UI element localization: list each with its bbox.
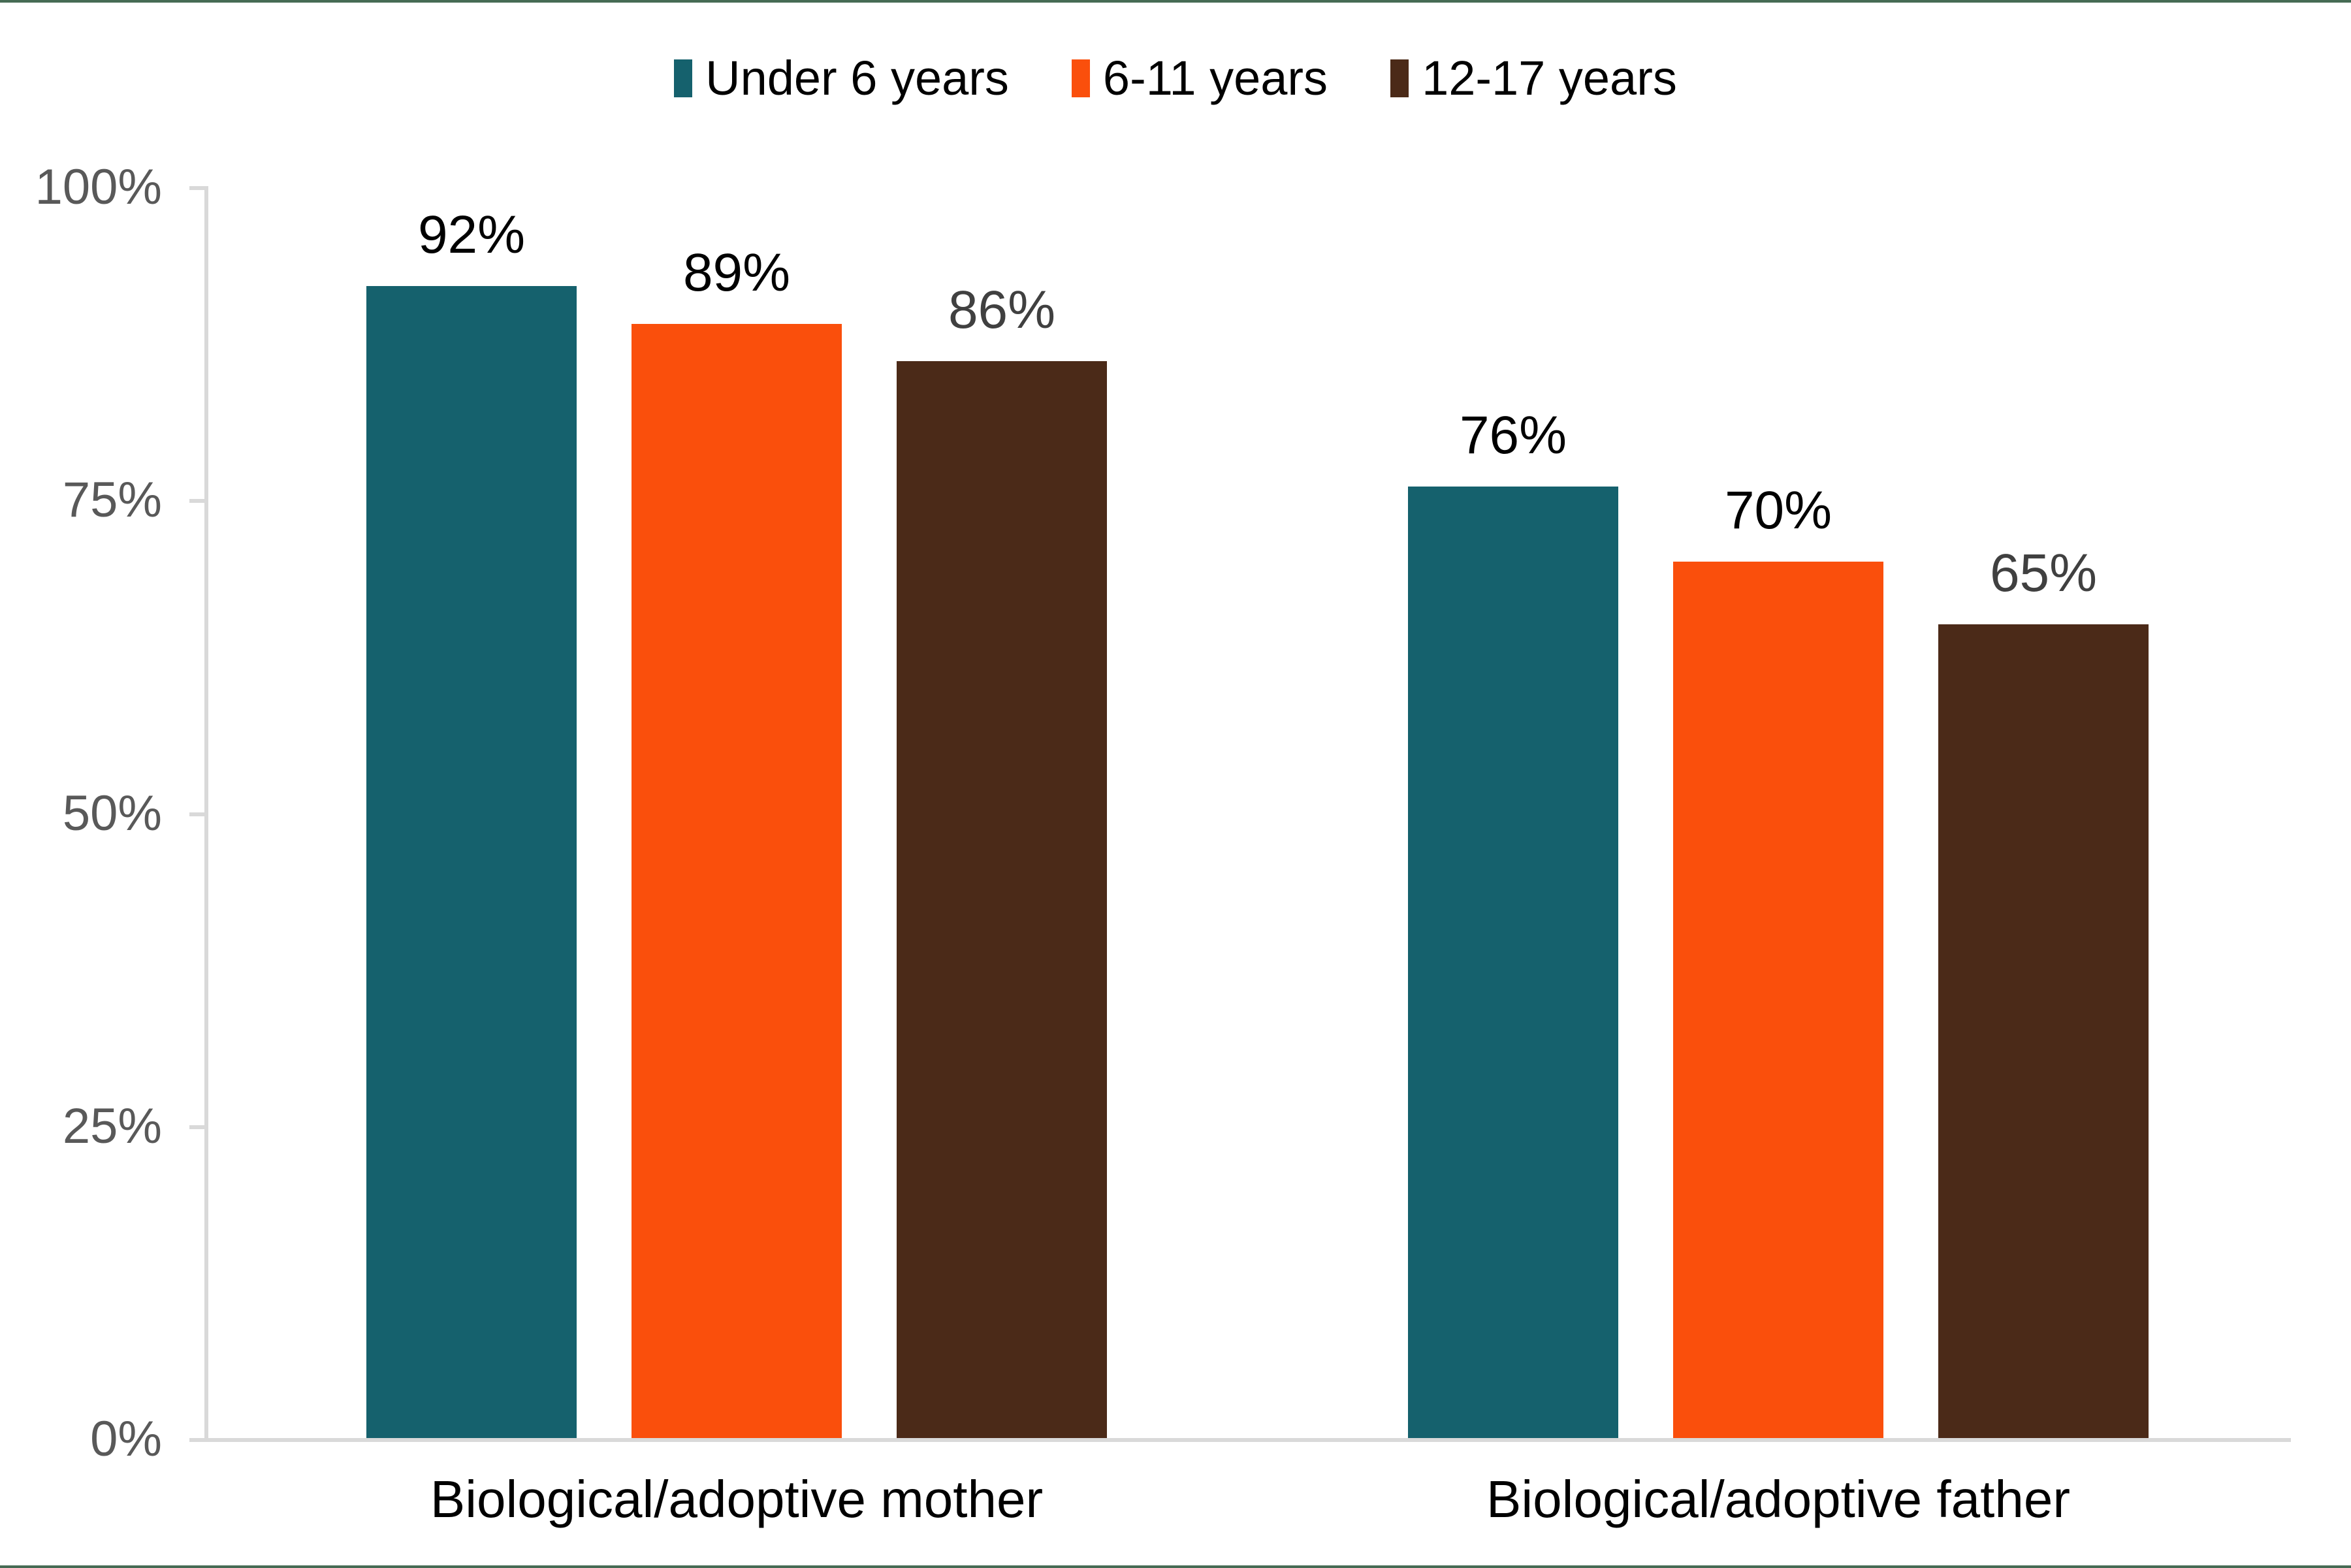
legend-label: 12-17 years	[1422, 51, 1677, 105]
y-axis-tick	[189, 186, 205, 190]
legend-item-under-6-years[interactable]: Under 6 years	[674, 47, 1009, 110]
category-label-biological-adoptive-mother: Biological/adoptive mother	[430, 1470, 1044, 1528]
y-axis-line	[204, 186, 208, 1442]
bar-12-17-years-biological-adoptive-mother[interactable]	[897, 361, 1107, 1438]
bar-12-17-years-biological-adoptive-father[interactable]	[1938, 624, 2149, 1438]
bar-value-label: 89%	[682, 242, 791, 302]
y-axis-tick	[189, 1125, 205, 1129]
bar-6-11-years-biological-adoptive-father[interactable]	[1673, 562, 1883, 1438]
legend-item-6-11-years[interactable]: 6-11 years	[1071, 47, 1328, 110]
y-axis-tick-label: 100%	[35, 159, 162, 215]
top-accent-rule	[0, 0, 2351, 3]
bar-value-label: 76%	[1459, 406, 1567, 466]
bottom-accent-rule	[0, 1565, 2351, 1568]
bar-6-11-years-biological-adoptive-mother[interactable]	[632, 323, 842, 1438]
y-axis-tick	[189, 499, 205, 504]
bar-value-label: 65%	[1989, 543, 2098, 603]
legend-swatch-icon	[1390, 59, 1409, 97]
chart-legend: Under 6 years 6-11 years 12-17 years	[0, 47, 2351, 110]
y-axis-tick-label: 75%	[62, 472, 162, 528]
bar-value-label: 70%	[1724, 481, 1832, 541]
x-axis-line	[189, 1438, 2291, 1442]
bar-value-label: 86%	[948, 280, 1056, 340]
legend-label: Under 6 years	[705, 51, 1009, 105]
legend-item-12-17-years[interactable]: 12-17 years	[1390, 47, 1677, 110]
legend-label: 6-11 years	[1102, 51, 1328, 105]
y-axis-tick-label: 50%	[62, 785, 162, 841]
y-axis-tick	[189, 1438, 205, 1442]
y-axis-tick-label: 0%	[90, 1411, 162, 1467]
bar-under-6-years-biological-adoptive-father[interactable]	[1408, 487, 1618, 1438]
bar-value-label: 92%	[417, 205, 526, 265]
bar-under-6-years-biological-adoptive-mother[interactable]	[366, 286, 577, 1438]
legend-swatch-icon	[1071, 59, 1090, 97]
category-label-biological-adoptive-father: Biological/adoptive father	[1486, 1470, 2070, 1528]
y-axis-tick	[189, 812, 205, 816]
legend-swatch-icon	[674, 59, 693, 97]
y-axis-tick-label: 25%	[62, 1098, 162, 1154]
